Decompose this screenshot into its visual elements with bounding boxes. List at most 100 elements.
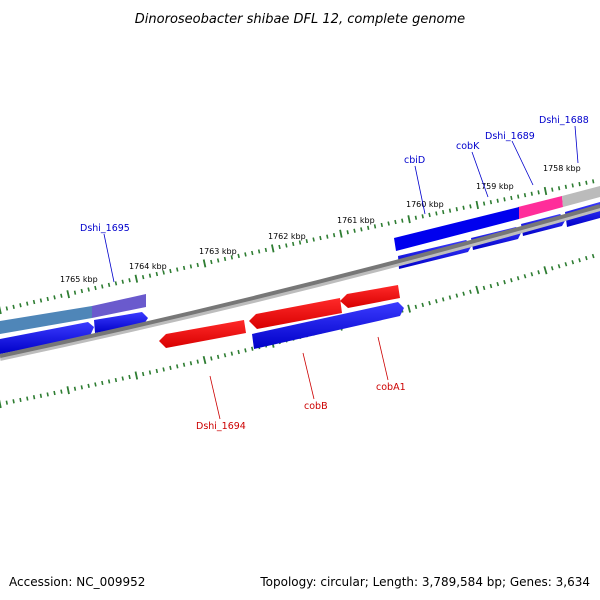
- minor-tick: [128, 374, 131, 380]
- minor-tick: [551, 187, 554, 192]
- minor-tick: [585, 255, 588, 261]
- minor-tick: [216, 354, 220, 359]
- major-tick: [202, 355, 207, 365]
- minor-tick: [571, 183, 574, 188]
- minor-tick: [489, 200, 493, 205]
- reverse-gene-arrow[interactable]: [159, 320, 246, 348]
- minor-tick: [380, 222, 383, 228]
- minor-tick: [80, 385, 83, 390]
- gene-label-cobk[interactable]: cobK: [456, 141, 480, 152]
- minor-tick: [517, 194, 520, 199]
- minor-tick: [503, 197, 506, 202]
- minor-tick: [298, 240, 302, 245]
- feature-band-pink[interactable]: [518, 196, 563, 219]
- minor-tick: [19, 397, 22, 403]
- minor-tick: [244, 348, 247, 353]
- minor-tick: [503, 279, 506, 285]
- minor-tick: [114, 377, 118, 383]
- minor-tick: [244, 252, 247, 257]
- major-tick: [475, 200, 479, 210]
- minor-tick: [414, 304, 418, 309]
- accession-label: Accession: NC_009952: [9, 575, 145, 589]
- minor-tick: [462, 205, 465, 210]
- minor-tick: [121, 376, 124, 381]
- genome-title: Dinoroseobacter shibae DFL 12, complete …: [135, 12, 465, 27]
- tick-label: 1760 kbp: [406, 200, 444, 209]
- gene-label-coba1[interactable]: cobA1: [376, 382, 406, 393]
- reverse-gene-arrow[interactable]: [340, 285, 400, 308]
- minor-tick: [394, 219, 397, 225]
- feature-band-steelblue[interactable]: [0, 306, 92, 334]
- gene-label-dshi-1695[interactable]: Dshi_1695: [80, 223, 130, 234]
- minor-tick: [435, 299, 438, 304]
- inner-forward-genes: [252, 302, 404, 349]
- minor-tick: [530, 191, 533, 196]
- gene-label-dshi-1694[interactable]: Dshi_1694: [196, 421, 246, 432]
- minor-tick: [564, 184, 568, 189]
- gene-label-cbid[interactable]: cbiD: [404, 155, 425, 166]
- minor-tick: [530, 272, 534, 277]
- major-tick: [475, 285, 480, 294]
- minor-tick: [94, 285, 97, 291]
- minor-tick: [441, 297, 445, 302]
- feature-band-blue[interactable]: [394, 207, 519, 251]
- minor-tick: [155, 368, 159, 374]
- minor-tick: [223, 256, 227, 262]
- major-tick: [66, 290, 70, 299]
- minor-tick: [107, 379, 111, 384]
- tick-label: 1765 kbp: [60, 275, 98, 284]
- feature-band-grey[interactable]: [562, 186, 600, 207]
- minor-tick: [585, 180, 588, 185]
- minor-tick: [537, 190, 540, 195]
- minor-tick: [414, 215, 418, 220]
- feature-band-purple[interactable]: [92, 294, 146, 318]
- major-tick: [407, 215, 411, 224]
- forward-gene-arrow[interactable]: [252, 302, 404, 349]
- minor-tick: [148, 370, 152, 375]
- minor-tick: [230, 255, 233, 260]
- minor-tick: [442, 209, 445, 215]
- minor-tick: [189, 264, 193, 269]
- minor-tick: [5, 306, 9, 311]
- reverse-gene-labels: Dshi_1694 cobB cobA1: [196, 336, 406, 432]
- minor-tick: [237, 253, 240, 259]
- genome-backbone: [0, 204, 600, 358]
- minor-tick: [421, 214, 424, 219]
- minor-tick: [121, 279, 124, 284]
- minor-tick: [462, 291, 465, 296]
- gene-label-dshi-1689[interactable]: Dshi_1689: [485, 131, 535, 142]
- reverse-genes: [159, 285, 400, 348]
- minor-tick: [257, 249, 261, 254]
- gene-label-cobb[interactable]: cobB: [304, 401, 328, 412]
- forward-gene-arrow[interactable]: [0, 322, 94, 354]
- minor-tick: [32, 395, 36, 400]
- minor-tick: [292, 241, 295, 247]
- major-tick: [543, 266, 548, 275]
- minor-tick: [237, 349, 240, 355]
- minor-tick: [210, 356, 213, 361]
- minor-tick: [114, 281, 118, 286]
- minor-tick: [107, 282, 111, 287]
- minor-tick: [571, 260, 575, 265]
- minor-tick: [60, 293, 63, 298]
- minor-tick: [189, 361, 193, 366]
- minor-tick: [5, 400, 8, 405]
- minor-tick: [60, 389, 63, 394]
- minor-tick: [101, 284, 104, 289]
- minor-tick: [94, 382, 97, 387]
- major-tick: [66, 386, 70, 395]
- minor-tick: [516, 276, 520, 281]
- reverse-gene-arrow[interactable]: [249, 298, 342, 329]
- minor-tick: [428, 212, 431, 218]
- minor-tick: [332, 233, 336, 238]
- major-tick: [202, 259, 207, 268]
- forward-feature-track: [0, 186, 600, 334]
- minor-tick: [223, 353, 227, 358]
- gene-label-dshi-1688[interactable]: Dshi_1688: [539, 115, 589, 126]
- minor-tick: [141, 275, 145, 280]
- minor-tick: [73, 290, 77, 295]
- minor-tick: [73, 386, 77, 391]
- minor-tick: [182, 265, 186, 271]
- forward-gene-arrow[interactable]: [94, 312, 148, 333]
